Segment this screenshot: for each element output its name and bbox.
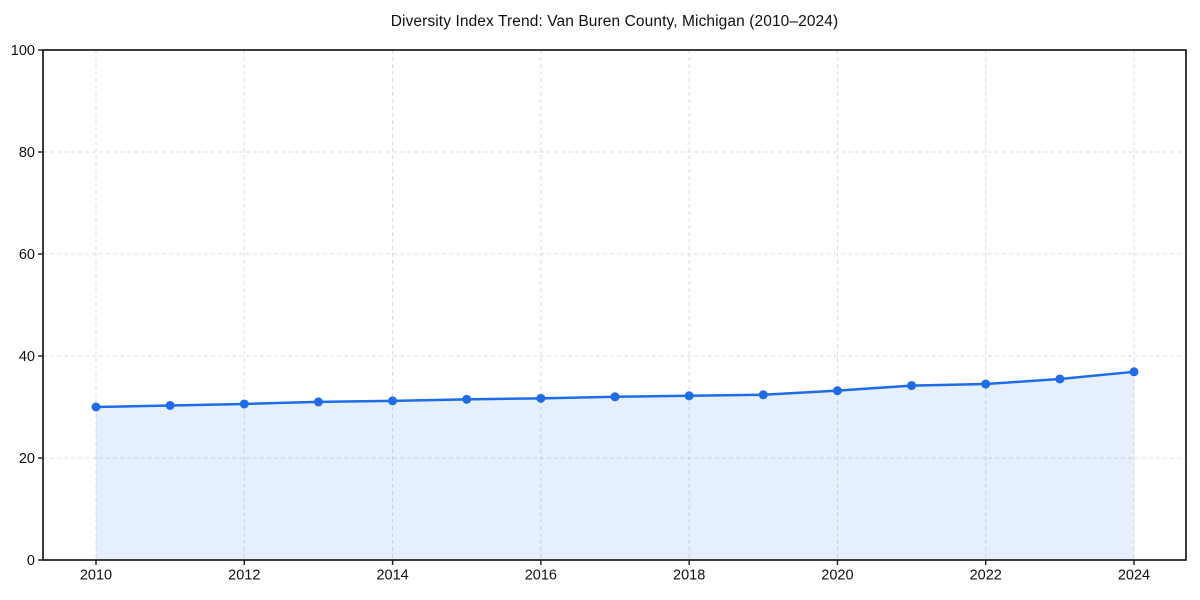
x-tick-label: 2014 — [376, 568, 408, 584]
x-tick-label: 2012 — [228, 568, 260, 584]
data-point-marker — [1129, 367, 1139, 377]
data-point-marker — [165, 400, 175, 410]
data-point-marker — [832, 386, 842, 396]
y-tick-label: 0 — [27, 553, 35, 569]
x-tick-label: 2016 — [525, 568, 557, 584]
chart-title: Diversity Index Trend: Van Buren County,… — [390, 13, 839, 30]
y-tick-label: 80 — [19, 145, 35, 161]
data-point-marker — [684, 391, 694, 401]
x-tick-label: 2020 — [821, 568, 853, 584]
data-point-marker — [388, 396, 398, 406]
data-point-marker — [1055, 374, 1065, 384]
data-point-marker — [907, 381, 917, 391]
y-tick-label: 100 — [11, 43, 35, 59]
y-tick-label: 40 — [19, 349, 35, 365]
x-tick-label: 2022 — [970, 568, 1002, 584]
data-point-marker — [758, 390, 768, 400]
y-tick-label: 60 — [19, 247, 35, 263]
area-fill — [96, 371, 1134, 560]
x-tick-label: 2024 — [1118, 568, 1150, 584]
x-tick-label: 2010 — [80, 568, 112, 584]
data-point-marker — [462, 394, 472, 404]
y-tick-label: 20 — [19, 451, 35, 467]
data-point-marker — [981, 379, 991, 389]
data-point-marker — [610, 392, 620, 402]
plot-border — [42, 49, 1187, 561]
data-point-marker — [91, 402, 101, 412]
data-point-marker — [313, 397, 323, 407]
x-tick-label: 2018 — [673, 568, 705, 584]
data-point-marker — [239, 399, 249, 409]
data-point-marker — [536, 393, 546, 403]
